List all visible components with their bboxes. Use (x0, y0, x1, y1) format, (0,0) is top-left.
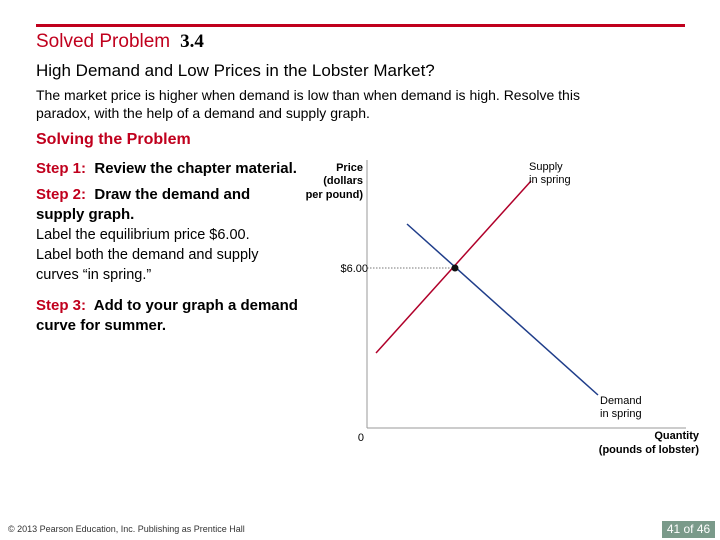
section-heading: Solving the Problem (36, 131, 191, 148)
copyright-footer: © 2013 Pearson Education, Inc. Publishin… (8, 524, 245, 534)
x-axis-label-line-1: Quantity (654, 430, 699, 442)
demand-label-line-1: Demand (600, 395, 642, 407)
step-2-number: Step 2: (36, 186, 87, 203)
slide-title: Solved Problem 3.4 (36, 31, 204, 53)
title-number: 3.4 (180, 31, 204, 52)
y-axis-label-line-2: (dollars (323, 175, 363, 187)
page-number-badge: 41 of 46 (662, 521, 715, 538)
equilibrium-price-label: $6.00 (340, 263, 368, 275)
step-1-number: Step 1: (36, 160, 87, 177)
step-1-title: Review the chapter material. (94, 160, 297, 177)
intro-paragraph: The market price is higher when demand i… (36, 87, 580, 121)
x-axis-label-line-2: (pounds of lobster) (599, 444, 700, 456)
step-2-body: Label the equilibrium price $6.00. Label… (36, 227, 259, 283)
slide-subtitle: High Demand and Low Prices in the Lobste… (36, 61, 435, 80)
y-axis-label-line-1: Price (336, 162, 363, 174)
step-3-title: Add to your graph a demand curve for sum… (36, 297, 298, 334)
supply-label-line-2: in spring (529, 174, 571, 186)
step-3: Step 3: Add to your graph a demand curve… (36, 296, 336, 336)
step-2: Step 2: Draw the demand and supply graph… (36, 185, 281, 285)
step-3-number: Step 3: (36, 297, 87, 314)
y-axis-label-line-3: per pound) (306, 189, 364, 201)
demand-label-line-2: in spring (600, 408, 642, 420)
step-2-title: Draw the demand and supply graph. (36, 186, 251, 223)
supply-label-line-1: Supply (529, 161, 563, 173)
step-1: Step 1: Review the chapter material. (36, 159, 336, 179)
equilibrium-point (451, 264, 459, 272)
origin-label: 0 (358, 432, 364, 444)
header-rule (36, 24, 685, 27)
demand-curve-spring (406, 223, 599, 396)
title-label: Solved Problem (36, 31, 171, 52)
